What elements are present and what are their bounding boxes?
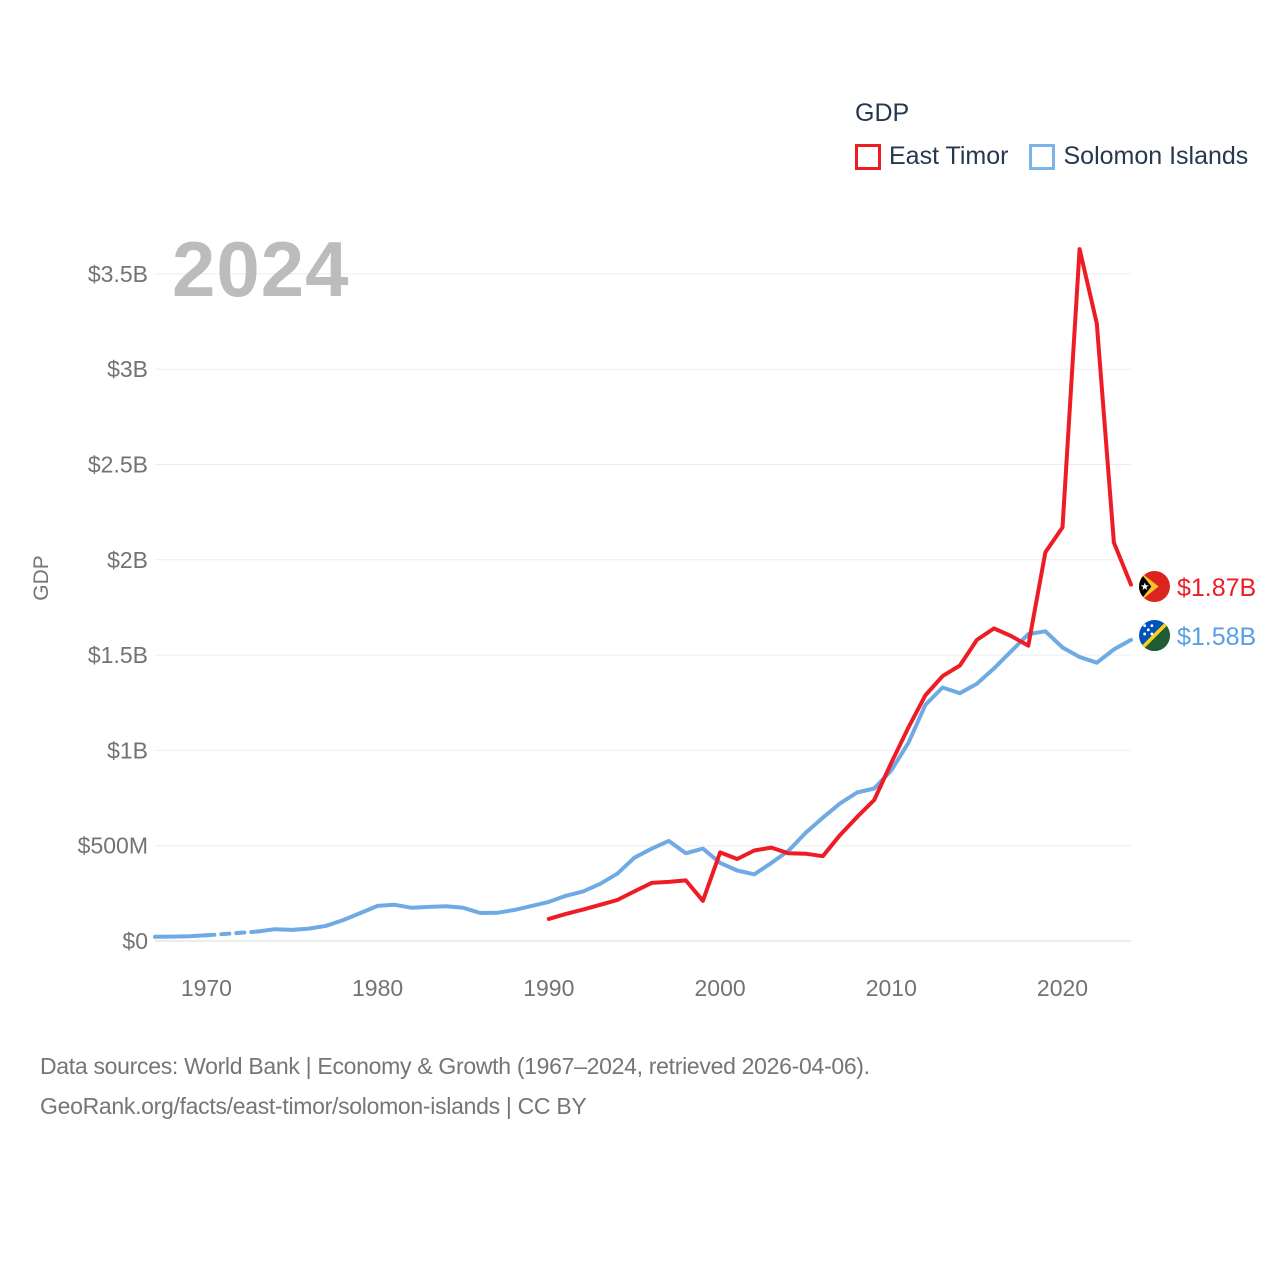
y-axis-tick-label: $1.5B (88, 642, 148, 668)
y-axis-tick-label: $2B (107, 547, 148, 573)
footer: Data sources: World Bank | Economy & Gro… (40, 1046, 870, 1126)
x-axis-tick-label: 2010 (866, 975, 917, 1001)
y-axis-tick-label: $3.5B (88, 261, 148, 287)
svg-text:★: ★ (1140, 582, 1149, 593)
y-axis-title: GDP (30, 555, 53, 601)
y-axis-tick-label: $0 (122, 928, 148, 954)
series-line-east-timor[interactable] (546, 247, 1133, 921)
x-axis-tick-label: 1970 (181, 975, 232, 1001)
solomon-islands-flag-icon (1139, 620, 1170, 651)
footer-attribution-url[interactable]: GeoRank.org/facts/east-timor/solomon-isl… (40, 1093, 587, 1119)
series-line-solomon-islands[interactable] (255, 629, 1133, 934)
line-chart[interactable]: $0 $500M $1B $1.5B $2B $2.5B $3B $3.5B 1970 1980 1… (0, 0, 1280, 1020)
legend-title: GDP (855, 99, 910, 127)
legend: GDP East Timor Solomon Islands (855, 98, 1248, 171)
east-timor-swatch (855, 143, 881, 170)
solomon-islands-value-label: $1.58B (1177, 623, 1257, 651)
legend-item-label: Solomon Islands (1063, 142, 1249, 170)
east-timor-value-label: $1.87B (1177, 574, 1257, 602)
y-axis-tick-label: $3B (107, 356, 148, 382)
east-timor-flag-icon: ★ (1139, 571, 1170, 602)
solomon-islands-swatch (1029, 143, 1056, 170)
x-axis-tick-label: 1990 (523, 975, 574, 1001)
x-axis-tick-label: 1980 (352, 975, 403, 1001)
y-axis-tick-label: $1B (107, 737, 148, 763)
legend-item-solomon-islands[interactable]: Solomon Islands (1029, 142, 1248, 171)
y-axis-tick-label: $2.5B (88, 452, 148, 478)
x-axis-tick-label: 2000 (695, 975, 746, 1001)
series-line-solomon-islands[interactable] (153, 933, 209, 939)
footer-data-sources: Data sources: World Bank | Economy & Gro… (40, 1053, 870, 1079)
x-axis-tick-label: 2020 (1037, 975, 1088, 1001)
series-line-gap-solomon-islands (204, 929, 260, 938)
y-axis-tick-label: $500M (78, 833, 148, 859)
legend-row: East Timor Solomon Islands (855, 142, 1248, 171)
legend-item-label: East Timor (889, 142, 1009, 170)
legend-item-east-timor[interactable]: East Timor (855, 142, 1008, 171)
year-watermark: 2024 (172, 225, 350, 313)
